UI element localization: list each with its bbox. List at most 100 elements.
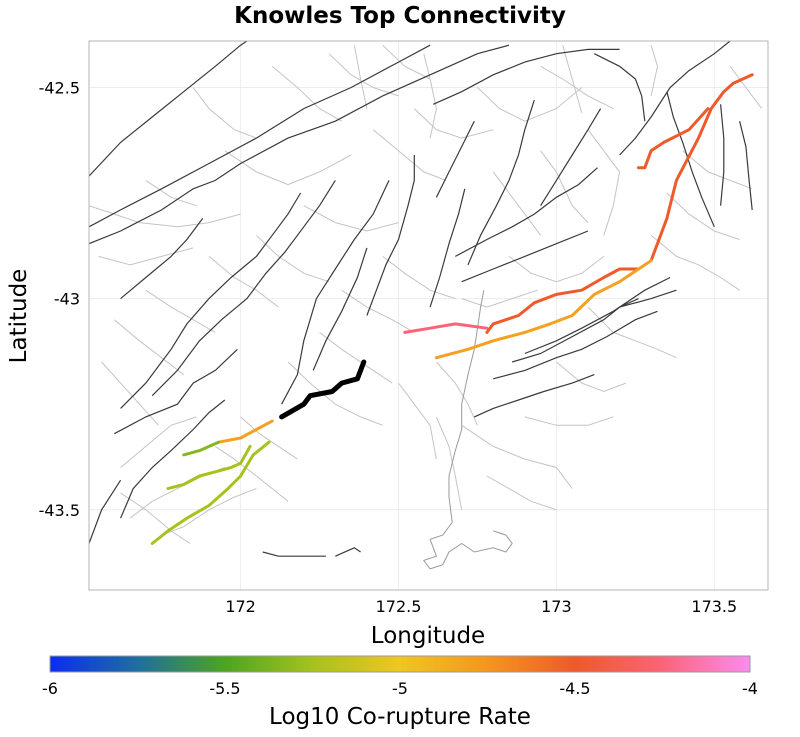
y-tick-label: -43	[54, 290, 80, 309]
section-trace	[145, 289, 216, 333]
section-trace	[353, 45, 368, 109]
section-trace	[382, 44, 431, 80]
fault-trace	[461, 230, 589, 283]
section-trace	[436, 361, 478, 426]
section-trace	[556, 361, 627, 393]
section-trace	[682, 150, 753, 190]
colorbar-tick-label: -6	[42, 679, 58, 698]
section-trace	[587, 306, 677, 359]
connected-fault-trace	[182, 440, 220, 457]
fault-trace	[524, 276, 671, 355]
fault-trace	[540, 108, 602, 207]
y-tick-label: -43.5	[39, 501, 80, 520]
section-trace	[650, 234, 740, 291]
fault-trace	[120, 399, 226, 519]
section-trace	[145, 179, 197, 207]
y-tick-label: -42.5	[39, 78, 80, 97]
fault-trace	[89, 44, 431, 228]
connected-fault-trace	[637, 107, 710, 170]
plot-area	[89, 41, 768, 590]
connected-fault-trace	[166, 444, 252, 491]
colorbar	[49, 655, 751, 673]
y-axis-ticks: -42.5 -43 -43.5	[39, 78, 80, 519]
connected-fault-trace	[403, 322, 489, 334]
x-axis-title: Longitude	[371, 623, 485, 649]
fault-trace	[493, 310, 658, 380]
fault-trace	[335, 547, 361, 557]
colorbar-ticks: -6 -5.5 -5 -4.5 -4	[42, 679, 758, 698]
fault-trace	[739, 121, 753, 210]
fault-trace	[474, 374, 595, 418]
section-trace	[161, 488, 257, 536]
section-trace	[113, 319, 185, 375]
x-tick-label: 172	[225, 597, 256, 616]
connected-fault-trace	[150, 440, 271, 545]
fault-trace	[151, 180, 336, 397]
section-trace	[372, 129, 447, 181]
section-trace	[101, 361, 159, 426]
section-trace	[341, 289, 415, 333]
connected-fault-trace	[217, 419, 274, 444]
fault-trace	[89, 479, 122, 544]
section-trace	[524, 416, 614, 426]
fault-trace	[120, 218, 204, 300]
source-fault-trace	[279, 359, 367, 420]
fault-trace	[281, 180, 390, 405]
section-trace	[89, 205, 241, 228]
section-trace	[650, 45, 659, 97]
coastline-segment	[422, 328, 513, 570]
colorbar-tick-label: -5	[392, 679, 408, 698]
fault-trace	[720, 104, 725, 206]
section-trace	[413, 108, 494, 139]
fault-trace	[114, 348, 238, 435]
fault-trace	[467, 99, 535, 266]
x-axis-ticks: 172 172.5 173 173.5	[225, 597, 737, 616]
plot-frame	[88, 40, 769, 591]
section-trace	[192, 87, 257, 139]
fault-trace	[120, 192, 302, 409]
section-trace	[562, 45, 583, 113]
section-trace	[540, 65, 614, 110]
section-trace	[666, 192, 740, 240]
connected-fault-trace	[649, 73, 754, 263]
fault-trace	[89, 41, 248, 177]
section-trace	[461, 424, 573, 489]
section-trace	[461, 289, 538, 308]
section-trace	[98, 247, 194, 266]
section-trace	[120, 416, 197, 468]
section-trace	[240, 416, 298, 460]
section-trace	[486, 475, 557, 511]
section-trace	[423, 53, 437, 139]
colorbar-tick-label: -4	[742, 679, 758, 698]
x-tick-label: 172.5	[376, 597, 422, 616]
section-trace	[287, 361, 383, 426]
fault-traces	[89, 41, 753, 557]
coastline-segment	[477, 290, 485, 329]
section-trace	[729, 66, 763, 109]
x-tick-label: 173	[541, 597, 572, 616]
section-trace	[120, 492, 191, 544]
colorbar-tick-label: -4.5	[559, 679, 590, 698]
fault-trace	[312, 247, 368, 371]
connected-fault-trace	[485, 267, 640, 334]
section-trace	[508, 256, 605, 283]
x-tick-label: 173.5	[691, 597, 737, 616]
fault-trace	[366, 155, 415, 316]
section-trace	[435, 416, 463, 510]
section-trace	[271, 65, 342, 122]
section-trace	[319, 332, 393, 384]
section-trace	[477, 87, 583, 122]
section-trace	[382, 256, 456, 300]
connected-faults	[150, 73, 754, 545]
coastline	[422, 290, 513, 570]
fault-trace	[435, 120, 475, 198]
section-trace	[492, 171, 542, 236]
source-fault	[279, 359, 367, 420]
section-trace	[215, 445, 289, 502]
fault-trace	[455, 167, 598, 257]
section-trace	[540, 150, 589, 223]
fault-trace	[619, 41, 731, 156]
fault-trace	[619, 289, 677, 308]
y-axis-title: Latitude	[6, 269, 32, 364]
